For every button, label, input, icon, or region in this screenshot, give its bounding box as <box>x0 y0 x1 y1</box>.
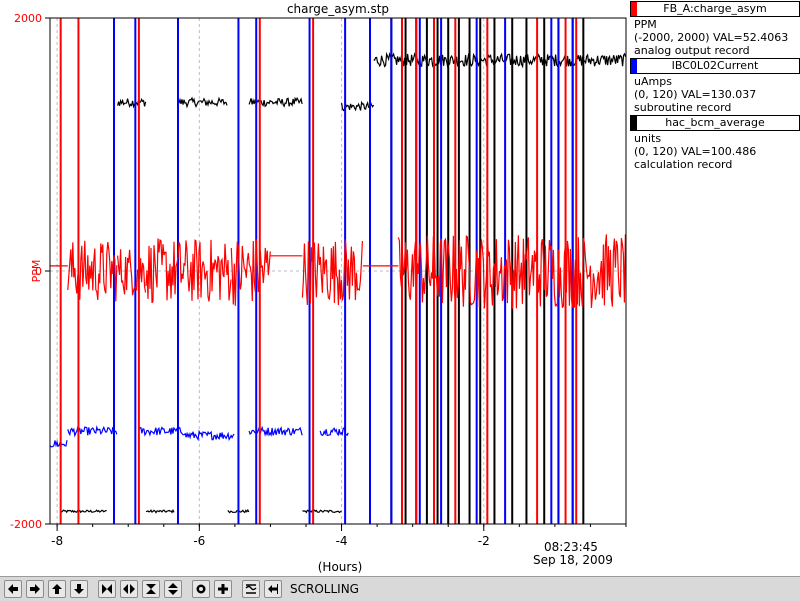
legend-swatch-black <box>631 116 637 130</box>
series-segment <box>341 100 375 112</box>
legend-swatch-blue <box>631 59 637 73</box>
y-tick-label: -2000 <box>10 518 42 531</box>
end-time-label: 08:23:45 <box>544 540 598 554</box>
series-segment <box>319 426 349 437</box>
crosshair-icon[interactable] <box>214 580 232 598</box>
legend-series-name: hac_bcm_average <box>665 116 765 129</box>
arrow-right-icon[interactable] <box>26 580 44 598</box>
legend-range-value: (-2000, 2000) VAL=52.4063 <box>634 31 789 44</box>
y-axis-label: PPM <box>30 260 43 283</box>
series-segment <box>117 97 147 109</box>
legend-record-type: subroutine record <box>634 101 732 114</box>
series-segment <box>49 439 68 448</box>
plot-area[interactable]: -2000 0 2000 PPM -8 -6 -4 -2 <box>0 0 800 576</box>
series-segment <box>67 424 118 438</box>
series-segment <box>60 509 107 514</box>
legend-units: uAmps <box>634 75 672 88</box>
zoom-out-y-icon[interactable] <box>164 580 182 598</box>
graph-mode-icon[interactable] <box>242 580 260 598</box>
back-to-scroll-icon[interactable] <box>264 580 282 598</box>
series-segment <box>117 249 147 296</box>
arrow-left-icon[interactable] <box>4 580 22 598</box>
legend-range-value: (0, 120) VAL=100.486 <box>634 145 757 158</box>
record-icon[interactable] <box>192 580 210 598</box>
x-tick-label: -2 <box>478 534 490 548</box>
legend-series-name: FB_A:charge_asym <box>663 2 767 15</box>
legend-record-type: analog output record <box>634 44 750 57</box>
x-tick-label: -4 <box>336 534 348 548</box>
legend-units: PPM <box>634 18 657 31</box>
arrow-up-icon[interactable] <box>48 580 66 598</box>
legend-record-type: calculation record <box>634 158 733 171</box>
series-segment <box>145 238 232 304</box>
end-date-label: Sep 18, 2009 <box>533 553 613 567</box>
zoom-in-x-icon[interactable] <box>98 580 116 598</box>
series-segment <box>248 96 303 108</box>
toolbar: SCROLLING <box>0 576 800 601</box>
legend-entry-bcm-average[interactable]: hac_bcm_average units (0, 120) VAL=100.4… <box>630 115 800 171</box>
series-segment <box>145 508 175 514</box>
arrow-down-icon[interactable] <box>70 580 88 598</box>
series-segment <box>67 240 118 302</box>
y-tick-label: 0 <box>35 265 42 278</box>
x-tick-label: -8 <box>51 534 63 548</box>
series-segment <box>397 234 626 309</box>
x-tick-label: -6 <box>193 534 205 548</box>
zoom-in-y-icon[interactable] <box>142 580 160 598</box>
series-segment <box>184 429 235 442</box>
legend-units: units <box>634 132 662 145</box>
series-segment <box>248 425 303 437</box>
chart-title: charge_asym.stp <box>286 2 390 16</box>
legend-series-name: IBC0L02Current <box>671 59 759 72</box>
series-segment <box>230 239 271 306</box>
legend-range-value: (0, 120) VAL=130.037 <box>634 88 757 101</box>
legend-panel: FB_A:charge_asym PPM (-2000, 2000) VAL=5… <box>630 0 800 172</box>
legend-entry-ibc0l02[interactable]: IBC0L02Current uAmps (0, 120) VAL=130.03… <box>630 58 800 114</box>
x-axis-label: (Hours) <box>317 560 363 574</box>
zoom-out-x-icon[interactable] <box>120 580 138 598</box>
legend-entry-charge-asym[interactable]: FB_A:charge_asym PPM (-2000, 2000) VAL=5… <box>630 1 800 57</box>
scroll-status-text: SCROLLING <box>290 582 359 596</box>
series-segment <box>177 96 228 109</box>
y-tick-label: 2000 <box>14 12 42 25</box>
legend-swatch-red <box>631 2 637 16</box>
